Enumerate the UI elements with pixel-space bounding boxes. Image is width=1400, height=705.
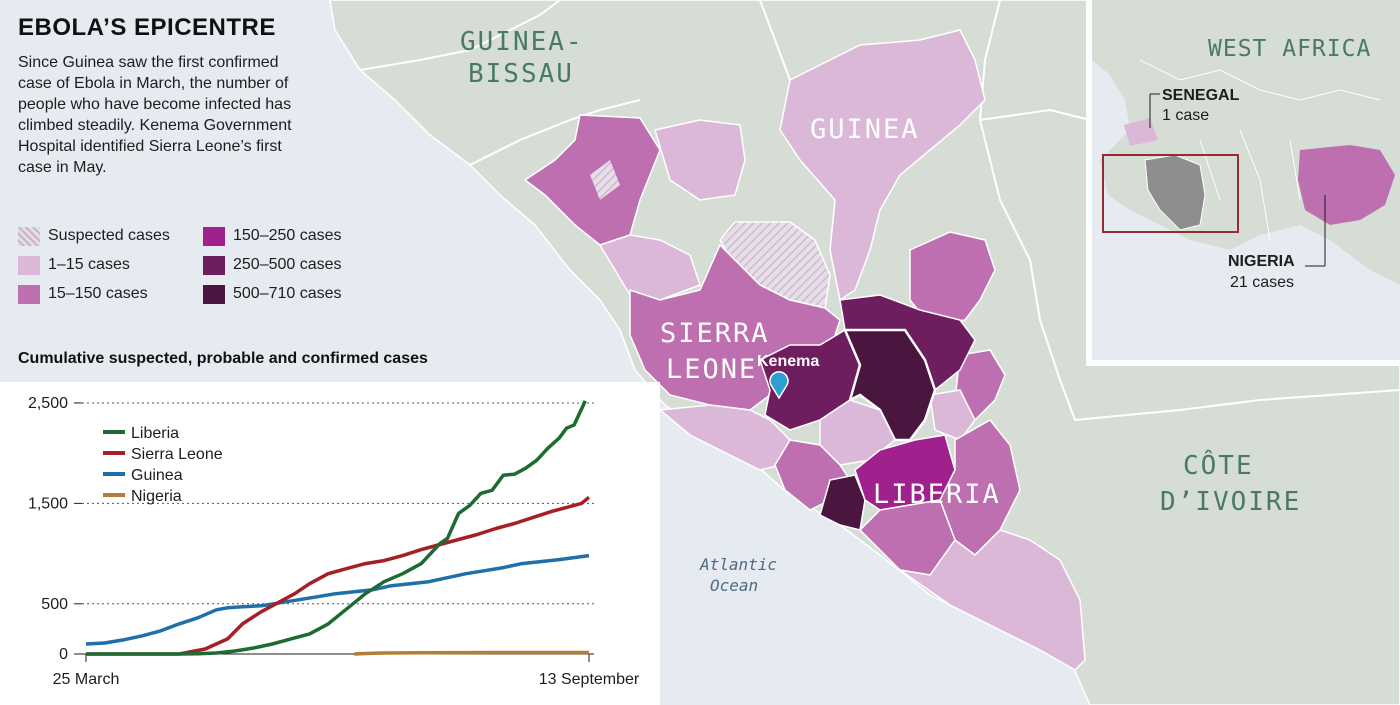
inset-title: WEST AFRICA xyxy=(1208,36,1371,62)
inset-nigeria xyxy=(1298,145,1395,225)
y-tick-label: 500 xyxy=(41,596,68,613)
legend-item-1to15: 1–15 cases xyxy=(18,254,130,276)
y-tick-label: 0 xyxy=(59,646,68,663)
legend-swatch-250to500 xyxy=(203,255,225,275)
plot-area xyxy=(82,382,594,656)
legend-swatch-150to250 xyxy=(203,226,225,246)
legend-item-250to500: 250–500 cases xyxy=(203,254,342,276)
y-tick-label: 2,500 xyxy=(28,395,68,412)
legend-label: 1–15 cases xyxy=(48,256,130,273)
region-guinea-1to15-north xyxy=(779,29,986,302)
legend-swatch-1to15 xyxy=(18,255,40,275)
inset-borders xyxy=(1139,59,1381,241)
region-guinea-1to15-forest xyxy=(929,389,976,441)
inset-senegal-name: SENEGAL xyxy=(1162,87,1240,104)
series-line-nigeria xyxy=(354,650,589,656)
x-tick-label-end: 13 September xyxy=(539,671,640,688)
legend-item-15to150: 15–150 cases xyxy=(18,283,148,305)
series-line-guinea xyxy=(85,553,590,646)
label-ocean: Ocean xyxy=(710,576,758,595)
label-atlantic: Atlantic xyxy=(699,555,777,574)
intro-text: Since Guinea saw the first confirmed cas… xyxy=(18,54,292,176)
y-axis: 0 500 1,500 2,500 xyxy=(28,395,82,663)
legend-item-500to710: 500–710 cases xyxy=(203,283,342,305)
inset-nigeria-name: NIGERIA xyxy=(1228,253,1295,270)
chart-legend: Liberia Sierra Leone Guinea Nigeria xyxy=(103,425,223,505)
location-pin-icon xyxy=(769,371,789,400)
legend-item-150to250: 150–250 cases xyxy=(203,225,342,247)
inset-map: WEST AFRICA SENEGAL 1 case NIGERIA 21 ca… xyxy=(1086,0,1400,366)
region-guinea-suspected-boke xyxy=(590,160,620,200)
legend-label: 250–500 cases xyxy=(233,256,342,273)
chart-title: Cumulative suspected, probable and confi… xyxy=(18,350,428,367)
region-liberia-1to15-southeast xyxy=(899,529,1086,671)
series-line-liberia xyxy=(86,400,587,656)
label-kenema: Kenema xyxy=(757,353,819,370)
label-sierra-leone-1: SIERRA xyxy=(660,318,770,349)
label-cote-divoire-1: CÔTE xyxy=(1183,449,1254,481)
x-axis: 25 March 13 September xyxy=(53,653,640,688)
inset-ocean xyxy=(1092,60,1400,360)
legend-label: Suspected cases xyxy=(48,227,170,244)
inset-guinea-region xyxy=(1144,154,1206,231)
legend-swatch-suspected xyxy=(18,226,40,246)
inset-zoom-frame xyxy=(1102,154,1239,233)
label-guinea: GUINEA xyxy=(810,114,920,145)
chart-grid xyxy=(82,402,594,605)
legend-item-suspected: Suspected cases xyxy=(18,225,170,247)
x-tick-label-start: 25 March xyxy=(53,671,120,688)
chart-series xyxy=(85,400,591,656)
legend-label: 500–710 cases xyxy=(233,285,342,302)
label-guinea-bissau-2: BISSAU xyxy=(468,59,574,89)
region-guinea-1to15-coast xyxy=(598,234,701,301)
chart-panel: 0 500 1,500 2,500 25 March 13 September Libe… xyxy=(0,382,660,705)
kenema-marker[interactable]: Kenema xyxy=(757,353,819,400)
y-tick-label: 1,500 xyxy=(28,495,68,512)
cases-line-chart: 0 500 1,500 2,500 25 March 13 September Libe… xyxy=(28,382,640,688)
label-guinea-bissau-1: GUINEA- xyxy=(460,27,584,57)
legend-swatch-15to150 xyxy=(18,284,40,304)
legend-label-liberia: Liberia xyxy=(131,425,179,442)
label-cote-divoire-2: D’IVOIRE xyxy=(1160,487,1301,517)
inset-senegal-cases: 1 case xyxy=(1162,107,1209,124)
legend-swatch-500to710 xyxy=(203,284,225,304)
inset-nigeria-cases: 21 cases xyxy=(1230,274,1294,291)
legend-label: 150–250 cases xyxy=(233,227,342,244)
region-guinea-1to15-west xyxy=(654,119,746,201)
label-sierra-leone-2: LEONE xyxy=(666,354,757,385)
map-legend: Suspected cases 1–15 cases 15–150 cases … xyxy=(18,225,378,315)
legend-label-guinea: Guinea xyxy=(131,467,183,484)
legend-label-sierra-leone: Sierra Leone xyxy=(131,446,223,463)
legend-label: 15–150 cases xyxy=(48,285,148,302)
label-liberia: LIBERIA xyxy=(873,479,1001,510)
series-line-sierra-leone xyxy=(86,495,591,656)
legend-label-nigeria: Nigeria xyxy=(131,488,182,505)
page-title: EBOLA’S EPICENTRE xyxy=(18,14,276,41)
